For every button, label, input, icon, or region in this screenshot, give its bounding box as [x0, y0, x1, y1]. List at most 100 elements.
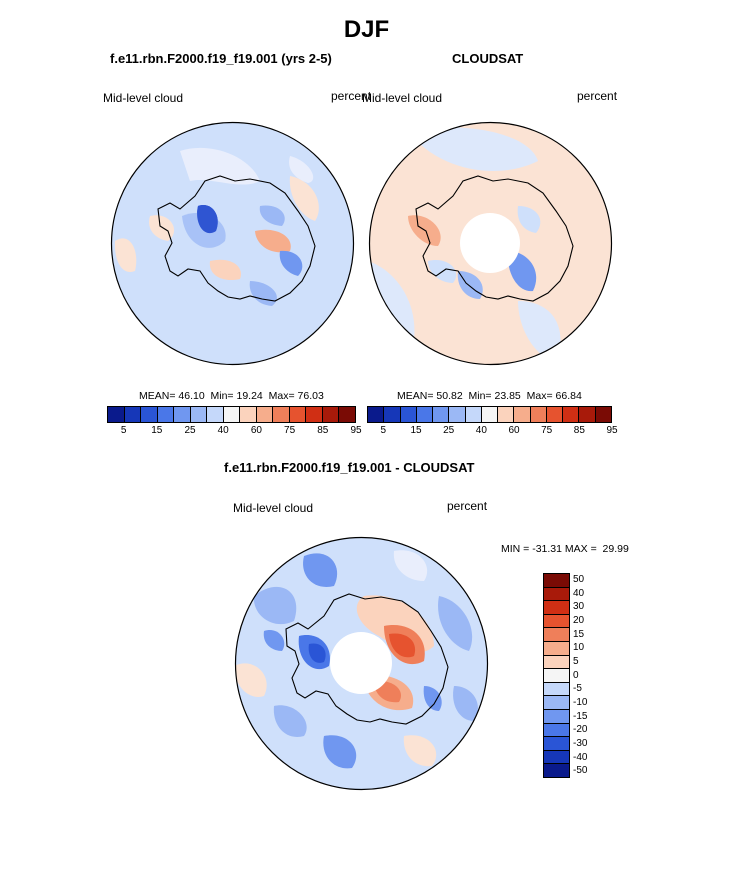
left-polar-map	[110, 121, 355, 366]
page-title: DJF	[343, 16, 390, 43]
colorbar-swatch	[544, 641, 569, 656]
diff-colorbar	[543, 573, 570, 778]
left-units-label: percent	[331, 89, 372, 103]
left-max-value: 76.03	[297, 390, 324, 402]
colorbar-swatch	[481, 407, 499, 422]
diff-minmax: MIN = -31.31 MAX = 29.99	[501, 543, 629, 555]
left-min-label: Min=	[210, 390, 234, 402]
colorbar-tick-label: 25	[184, 425, 196, 436]
colorbar-tick-label: 85	[573, 425, 585, 436]
colorbar-swatch	[544, 750, 569, 765]
right-polar-map	[368, 121, 613, 366]
colorbar-swatch	[563, 407, 580, 422]
colorbar-swatch	[544, 574, 569, 588]
colorbar-tick-label: 5	[380, 425, 387, 436]
colorbar-swatch	[544, 669, 569, 683]
colorbar-swatch	[544, 764, 569, 777]
colorbar-tick-label: 10	[573, 642, 585, 654]
colorbar-swatch	[141, 407, 158, 422]
colorbar-tick-label: 5	[573, 655, 579, 667]
colorbar-swatch	[240, 407, 257, 422]
colorbar-tick-label: 25	[443, 425, 455, 436]
colorbar-swatch	[579, 407, 596, 422]
colorbar-tick-label: 30	[573, 601, 585, 613]
colorbar-tick-label: -50	[573, 765, 588, 777]
diff-colorbar-ticks: 50 40 30 20 15 10 5 0 -5 -10 -15 -20 -30 -40 -50	[573, 573, 613, 778]
colorbar-swatch	[544, 682, 569, 697]
colorbar-tick-label: -40	[573, 751, 588, 763]
colorbar-swatch	[544, 737, 569, 751]
left-panel-title: f.e11.rbn.F2000.f19_f19.001 (yrs 2-5)	[110, 51, 332, 66]
left-variable-label: Mid-level cloud	[103, 91, 184, 105]
colorbar-swatch	[530, 407, 547, 422]
colorbar-tick-label: 95	[350, 425, 362, 436]
colorbar-tick-label: -15	[573, 710, 588, 722]
colorbar-swatch	[289, 407, 307, 422]
colorbar-tick-label: 50	[573, 573, 585, 585]
colorbar-swatch	[544, 696, 569, 710]
diff-polar-map	[234, 536, 489, 791]
left-colorbar-ticks: 5 15 25 40 60 75 85 95	[107, 425, 362, 439]
right-min-value: 23.85	[494, 390, 521, 402]
colorbar-tick-label: 0	[573, 669, 579, 681]
colorbar-swatch	[514, 407, 531, 422]
colorbar-swatch	[416, 407, 434, 422]
colorbar-swatch	[544, 709, 569, 724]
colorbar-tick-label: -10	[573, 696, 588, 708]
colorbar-swatch	[322, 407, 340, 422]
colorbar-swatch	[433, 407, 450, 422]
right-colorbar-ticks: 5 15 25 40 60 75 85 95	[367, 425, 618, 439]
right-mean-label: MEAN=	[397, 390, 434, 402]
colorbar-tick-label: 40	[217, 425, 229, 436]
colorbar-swatch	[157, 407, 175, 422]
colorbar-swatch	[498, 407, 515, 422]
colorbar-swatch	[544, 601, 569, 615]
left-mean-value: 46.10	[178, 390, 205, 402]
left-min-value: 19.24	[236, 390, 263, 402]
colorbar-swatch	[544, 628, 569, 642]
colorbar-tick-label: 5	[120, 425, 127, 436]
colorbar-tick-label: 20	[573, 614, 585, 626]
right-max-value: 66.84	[555, 390, 582, 402]
right-colorbar	[367, 406, 612, 423]
colorbar-swatch	[256, 407, 274, 422]
colorbar-swatch	[544, 587, 569, 602]
diff-panel-title: f.e11.rbn.F2000.f19_f19.001 - CLOUDSAT	[224, 460, 475, 475]
colorbar-swatch	[306, 407, 323, 422]
colorbar-swatch	[544, 655, 569, 670]
colorbar-tick-label: 75	[284, 425, 296, 436]
diff-variable-label: Mid-level cloud	[233, 501, 314, 515]
diff-units-label: percent	[447, 499, 488, 513]
right-variable-label: Mid-level cloud	[362, 91, 443, 105]
colorbar-swatch	[368, 407, 385, 422]
colorbar-tick-label: -30	[573, 737, 588, 749]
colorbar-tick-label: 85	[317, 425, 329, 436]
colorbar-tick-label: -5	[573, 683, 582, 695]
colorbar-tick-label: 95	[606, 425, 618, 436]
right-min-label: Min=	[468, 390, 492, 402]
colorbar-tick-label: 15	[151, 425, 163, 436]
colorbar-swatch	[465, 407, 482, 422]
colorbar-swatch	[546, 407, 564, 422]
left-max-label: Max=	[268, 390, 295, 402]
colorbar-swatch	[595, 407, 611, 422]
colorbar-swatch	[544, 614, 569, 629]
colorbar-swatch	[207, 407, 224, 422]
colorbar-swatch	[384, 407, 401, 422]
colorbar-tick-label: 40	[573, 587, 585, 599]
colorbar-tick-label: 60	[508, 425, 520, 436]
colorbar-swatch	[223, 407, 241, 422]
colorbar-tick-label: -20	[573, 724, 588, 736]
right-panel-title: CLOUDSAT	[452, 51, 524, 66]
colorbar-tick-label: 75	[541, 425, 553, 436]
colorbar-swatch	[190, 407, 208, 422]
left-mean-label: MEAN=	[139, 390, 176, 402]
colorbar-swatch	[273, 407, 290, 422]
colorbar-swatch	[544, 723, 569, 738]
right-mean-value: 50.82	[436, 390, 463, 402]
right-stats: MEAN= 50.82 Min= 23.85 Max= 66.84	[397, 390, 582, 402]
right-units-label: percent	[577, 89, 618, 103]
colorbar-swatch	[339, 407, 355, 422]
colorbar-swatch	[174, 407, 191, 422]
left-stats: MEAN= 46.10 Min= 19.24 Max= 76.03	[139, 390, 324, 402]
